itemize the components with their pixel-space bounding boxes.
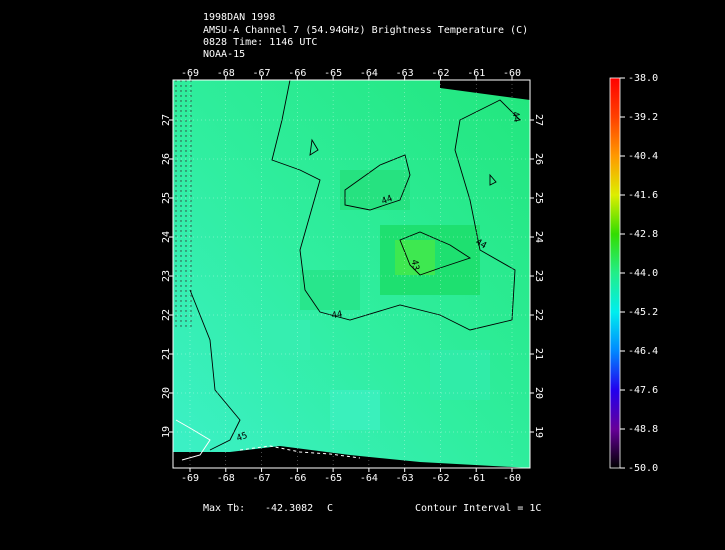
colorbar <box>609 77 621 469</box>
x-tick-label: -64 <box>360 68 378 79</box>
y-tick-label: 22 <box>533 309 544 321</box>
x-tick-label: -67 <box>253 68 271 79</box>
colorbar-label: -41.6 <box>628 190 658 201</box>
x-tick-label: -69 <box>181 68 199 79</box>
y-tick-label: 23 <box>533 270 544 282</box>
y-tick-label: 23 <box>161 270 172 282</box>
max-unit: C <box>327 503 333 514</box>
colorbar-label: -42.8 <box>628 229 658 240</box>
max-label: Max Tb: <box>203 503 245 514</box>
x-tick-label: -62 <box>431 68 449 79</box>
x-tick-label: -66 <box>288 68 306 79</box>
x-tick-label: -63 <box>396 473 414 484</box>
y-tick-label: 20 <box>161 387 172 399</box>
colorbar-label: -50.0 <box>628 463 658 474</box>
colorbar-label: -44.0 <box>628 268 658 279</box>
x-tick-label: -61 <box>467 473 485 484</box>
y-tick-label: 25 <box>533 192 544 204</box>
contour-interval: Contour Interval = 1C <box>415 503 541 514</box>
y-tick-label: 22 <box>161 309 172 321</box>
y-tick-label: 24 <box>533 231 544 243</box>
header-line: 1998DAN 1998 <box>203 12 275 23</box>
map-field <box>173 80 530 468</box>
colorbar-label: -47.6 <box>628 385 658 396</box>
y-tick-label: 21 <box>161 348 172 360</box>
y-tick-label: 20 <box>533 387 544 399</box>
y-tick-label: 19 <box>161 426 172 438</box>
colorbar-label: -38.0 <box>628 73 658 84</box>
header-line: NOAA-15 <box>203 49 245 60</box>
contours <box>189 79 521 451</box>
contour-label: 44 <box>474 237 488 251</box>
y-tick-label: 24 <box>161 231 172 243</box>
x-tick-label: -62 <box>431 473 449 484</box>
colorbar-label: -40.4 <box>628 151 658 162</box>
x-tick-label: -69 <box>181 473 199 484</box>
x-tick-label: -67 <box>253 473 271 484</box>
contour-label: 44 <box>380 194 394 207</box>
contour-label: 44 <box>331 310 343 322</box>
x-tick-label: -68 <box>217 68 235 79</box>
x-tick-label: -64 <box>360 473 378 484</box>
y-tick-label: 21 <box>533 348 544 360</box>
header-line: AMSU-A Channel 7 (54.94GHz) Brightness T… <box>203 25 528 36</box>
y-tick-label: 27 <box>161 114 172 126</box>
x-tick-label: -65 <box>324 68 342 79</box>
x-tick-label: -60 <box>503 473 521 484</box>
header-line: 0828 Time: 1146 UTC <box>203 37 317 48</box>
x-tick-label: -60 <box>503 68 521 79</box>
map-frame <box>172 79 531 469</box>
colorbar-label: -48.8 <box>628 424 658 435</box>
colorbar-label: -46.4 <box>628 346 658 357</box>
x-tick-label: -66 <box>288 473 306 484</box>
x-tick-label: -63 <box>396 68 414 79</box>
contour-label: 45 <box>235 431 249 444</box>
y-tick-label: 27 <box>533 114 544 126</box>
max-value: -42.3082 <box>265 503 313 514</box>
x-tick-label: -61 <box>467 68 485 79</box>
y-tick-label: 26 <box>533 153 544 165</box>
colorbar-label: -45.2 <box>628 307 658 318</box>
x-tick-label: -68 <box>217 473 235 484</box>
y-tick-label: 25 <box>161 192 172 204</box>
contour-label: 44 <box>510 111 522 123</box>
y-tick-label: 26 <box>161 153 172 165</box>
x-tick-label: -65 <box>324 473 342 484</box>
y-tick-label: 19 <box>533 426 544 438</box>
contour-label: 43 <box>409 259 421 271</box>
colorbar-label: -39.2 <box>628 112 658 123</box>
